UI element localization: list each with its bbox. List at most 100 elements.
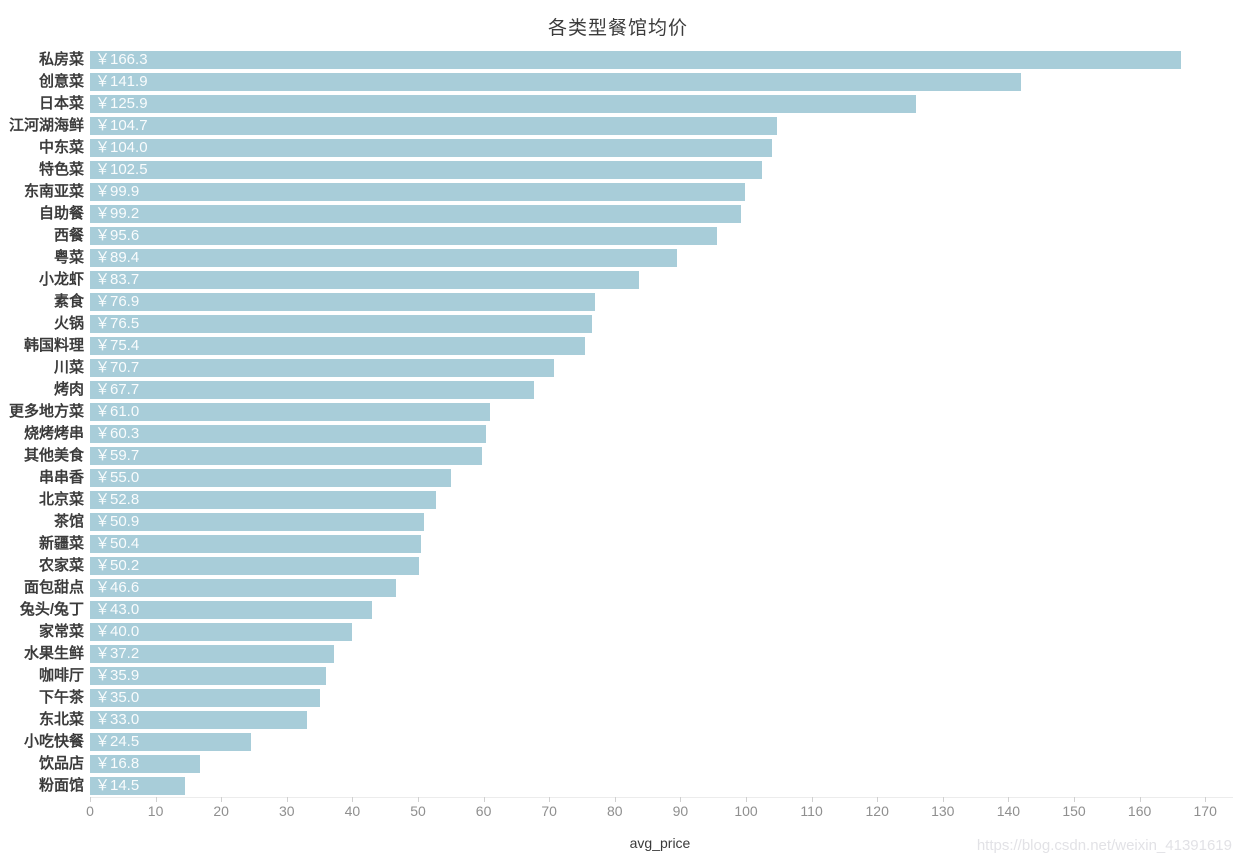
x-tick-label: 170 [1193, 803, 1217, 819]
bar: ￥67.7 [90, 381, 535, 399]
category-label: 火锅 [53, 315, 84, 332]
category-label: 兔头/兔丁 [19, 601, 84, 618]
x-tick-label: 60 [475, 803, 492, 819]
bar: ￥75.4 [90, 337, 585, 355]
category-label: 自助餐 [38, 205, 84, 222]
bar-value-label: ￥76.9 [95, 293, 140, 310]
category-label: 咖啡厅 [38, 667, 84, 684]
x-axis-line [90, 797, 1233, 798]
bar: ￥14.5 [90, 777, 186, 795]
category-label: 江河湖海鲜 [8, 117, 84, 134]
bar-value-label: ￥35.9 [95, 667, 140, 684]
bar: ￥24.5 [90, 733, 251, 751]
x-tick-mark [680, 797, 682, 802]
bar-value-label: ￥76.5 [95, 315, 140, 332]
bar: ￥76.9 [90, 293, 595, 311]
bar-value-label: ￥33.0 [95, 711, 140, 728]
x-tick-label: 160 [1127, 803, 1152, 819]
bar-value-label: ￥95.6 [95, 227, 140, 244]
x-tick-label: 100 [734, 803, 758, 819]
x-tick-mark [549, 797, 551, 802]
bar-value-label: ￥125.9 [95, 95, 148, 112]
bar: ￥35.0 [90, 689, 320, 707]
category-label: 烧烤烤串 [23, 425, 84, 442]
x-tick-mark [155, 797, 157, 802]
bar-value-label: ￥141.9 [95, 73, 148, 90]
bar: ￥95.6 [90, 227, 718, 245]
category-label: 农家菜 [38, 557, 84, 574]
category-label: 家常菜 [38, 623, 84, 640]
category-label: 其他美食 [23, 447, 84, 464]
category-label: 粉面馆 [38, 777, 84, 794]
bar: ￥50.4 [90, 535, 421, 553]
bar-value-label: ￥104.7 [95, 117, 148, 134]
bar: ￥35.9 [90, 667, 326, 685]
x-tick-mark [1205, 797, 1207, 802]
bar-value-label: ￥83.7 [95, 271, 140, 288]
bar: ￥102.5 [90, 161, 763, 179]
x-tick-label: 80 [607, 803, 623, 819]
bar: ￥52.8 [90, 491, 437, 509]
bar: ￥141.9 [90, 73, 1021, 91]
x-tick-label: 50 [410, 803, 426, 819]
bar: ￥61.0 [90, 403, 491, 421]
watermark: https://blog.csdn.net/weixin_41391619 [976, 837, 1232, 854]
bar-value-label: ￥46.6 [95, 579, 140, 596]
x-tick-label: 110 [800, 803, 823, 819]
x-tick-label: 10 [147, 803, 164, 819]
bar: ￥46.6 [90, 579, 396, 597]
x-tick-mark [614, 797, 616, 802]
x-tick-label: 40 [344, 803, 361, 819]
bar-value-label: ￥52.8 [95, 491, 140, 508]
x-tick-mark [90, 797, 91, 802]
bar-value-label: ￥59.7 [95, 447, 140, 464]
category-label: 粤菜 [53, 249, 84, 266]
bar: ￥55.0 [90, 469, 451, 487]
x-tick-mark [483, 797, 485, 802]
bar: ￥37.2 [90, 645, 334, 663]
x-tick-label: 130 [931, 803, 955, 819]
bar-value-label: ￥75.4 [95, 337, 140, 354]
x-tick-label: 20 [213, 803, 229, 819]
category-label: 川菜 [53, 359, 84, 376]
bar-value-label: ￥14.5 [95, 777, 140, 794]
bar-value-label: ￥60.3 [95, 425, 140, 442]
category-label: 串串香 [38, 469, 84, 486]
bar-value-label: ￥61.0 [95, 403, 140, 420]
x-tick-mark [1139, 797, 1141, 802]
bar-value-label: ￥89.4 [95, 249, 140, 266]
bar-value-label: ￥37.2 [95, 645, 140, 662]
bar: ￥83.7 [90, 271, 640, 289]
bar-value-label: ￥50.2 [95, 557, 140, 574]
x-tick-label: 0 [86, 803, 94, 819]
bar-value-label: ￥102.5 [95, 161, 148, 178]
x-tick-label: 150 [1062, 803, 1086, 819]
bar: ￥40.0 [90, 623, 353, 641]
x-tick-mark [221, 797, 223, 802]
x-axis-label: avg_price [629, 835, 691, 851]
category-label: 中东菜 [38, 139, 84, 156]
x-tick-mark [1008, 797, 1010, 802]
bar: ￥60.3 [90, 425, 486, 443]
chart-title: 各类型餐馆均价 [547, 18, 688, 39]
category-label: 茶馆 [53, 513, 84, 530]
bar-value-label: ￥166.3 [95, 51, 148, 68]
category-label: 特色菜 [38, 161, 84, 178]
x-tick-label: 70 [541, 803, 557, 819]
category-label: 更多地方菜 [8, 403, 84, 420]
category-label: 私房菜 [38, 51, 84, 68]
bar-value-label: ￥24.5 [95, 733, 140, 750]
bar: ￥70.7 [90, 359, 554, 377]
bar-value-label: ￥50.4 [95, 535, 140, 552]
category-label: 日本菜 [38, 95, 84, 112]
category-label: 烤肉 [53, 381, 84, 398]
bar-value-label: ￥104.0 [95, 139, 148, 156]
category-label: 西餐 [53, 227, 84, 244]
x-tick-label: 90 [672, 803, 689, 819]
x-tick-mark [352, 797, 354, 802]
x-tick-mark [811, 797, 813, 802]
x-tick-mark [877, 797, 879, 802]
bar: ￥99.2 [90, 205, 741, 223]
category-label: 新疆菜 [38, 535, 84, 552]
